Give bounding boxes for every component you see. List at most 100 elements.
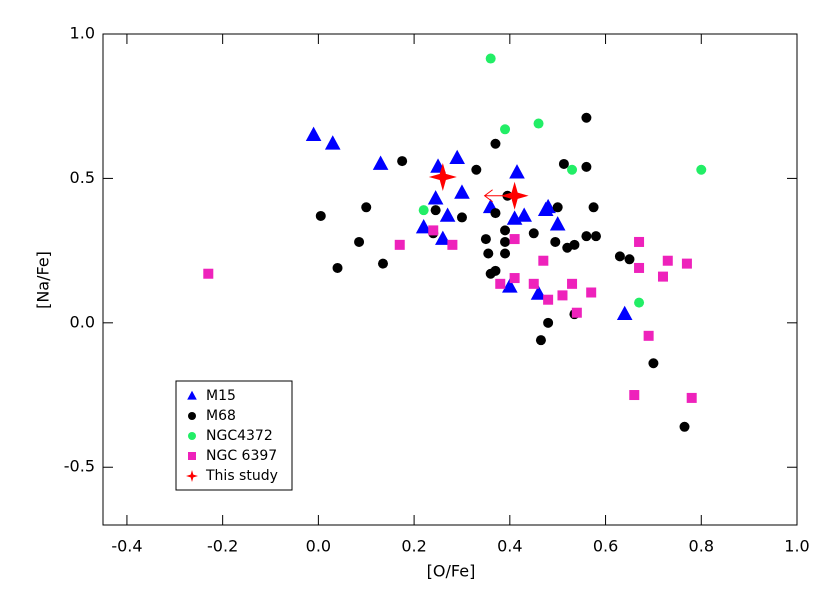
triangle-marker xyxy=(506,210,523,225)
circle-marker xyxy=(500,124,511,135)
square-marker xyxy=(188,452,196,460)
square-marker xyxy=(528,278,539,289)
square-marker xyxy=(543,294,554,305)
circle-marker xyxy=(500,236,511,247)
circle-marker xyxy=(480,234,491,245)
triangle-marker xyxy=(439,207,456,222)
circle-marker xyxy=(377,258,388,269)
circle-marker xyxy=(490,265,501,276)
square-marker xyxy=(203,268,214,279)
square-marker xyxy=(662,255,673,266)
circle-marker xyxy=(588,202,599,213)
circle-marker xyxy=(483,248,494,259)
circle-marker xyxy=(558,158,569,169)
circle-marker xyxy=(500,248,511,259)
x-tick-label: -0.2 xyxy=(207,537,238,556)
circle-marker xyxy=(614,251,625,262)
square-marker xyxy=(394,239,405,250)
circle-marker xyxy=(528,228,539,239)
triangle-marker xyxy=(540,198,556,214)
legend-label: NGC 6397 xyxy=(206,448,277,464)
square-marker xyxy=(629,390,640,401)
circle-marker xyxy=(332,262,343,273)
square-marker xyxy=(657,271,668,282)
square-marker xyxy=(495,278,506,289)
x-tick-label: 1.0 xyxy=(784,537,809,556)
circle-marker xyxy=(562,242,573,253)
triangle-marker xyxy=(509,164,525,179)
square-marker xyxy=(634,262,645,273)
x-tick-label: 0.6 xyxy=(593,537,618,556)
triangle-marker xyxy=(372,155,389,170)
y-axis-label: [Na/Fe] xyxy=(34,251,53,309)
circle-marker xyxy=(634,297,645,308)
square-marker xyxy=(681,258,692,269)
y-tick-label: 0.5 xyxy=(70,168,95,187)
circle-marker xyxy=(418,205,429,216)
square-marker xyxy=(571,307,582,318)
triangle-marker xyxy=(305,126,322,141)
y-tick-label: 1.0 xyxy=(70,24,95,43)
circle-marker xyxy=(500,225,511,236)
circle-marker xyxy=(648,358,659,369)
square-marker xyxy=(686,392,697,403)
circle-marker xyxy=(581,161,592,172)
square-marker xyxy=(447,239,458,250)
square-marker xyxy=(567,278,578,289)
triangle-marker xyxy=(530,285,547,300)
circle-marker xyxy=(679,421,690,432)
circle-marker xyxy=(490,138,501,149)
star-marker xyxy=(186,470,198,482)
triangle-marker xyxy=(435,230,451,245)
star-marker xyxy=(428,162,457,191)
legend-label: M68 xyxy=(206,408,236,424)
circle-marker xyxy=(624,254,635,265)
triangle-marker xyxy=(549,216,566,231)
square-marker xyxy=(509,273,520,284)
circle-marker xyxy=(535,335,546,346)
circle-marker xyxy=(581,112,592,123)
triangle-marker xyxy=(502,278,518,293)
circle-marker xyxy=(490,208,501,219)
circle-marker xyxy=(581,231,592,242)
square-marker xyxy=(509,234,520,245)
triangle-marker xyxy=(187,390,197,400)
circle-marker xyxy=(590,231,601,242)
plot-frame xyxy=(102,33,798,526)
x-axis-label: [O/Fe] xyxy=(427,562,476,581)
triangle-marker xyxy=(516,207,532,222)
circle-marker xyxy=(188,432,196,440)
x-tick-label: 0.8 xyxy=(689,537,714,556)
circle-marker xyxy=(552,202,563,213)
triangle-marker xyxy=(427,190,444,205)
legend-label: M15 xyxy=(206,388,236,404)
x-tick-label: -0.4 xyxy=(111,537,142,556)
triangle-marker xyxy=(415,219,432,234)
triangle-marker xyxy=(616,305,633,321)
y-tick-label: -0.5 xyxy=(64,457,95,476)
circle-marker xyxy=(543,317,554,328)
square-marker xyxy=(634,236,645,247)
circle-marker xyxy=(471,164,482,175)
legend-label: NGC4372 xyxy=(206,428,273,444)
square-marker xyxy=(557,290,568,301)
circle-marker xyxy=(397,156,408,167)
circle-marker xyxy=(430,205,441,216)
square-marker xyxy=(428,225,439,236)
circle-marker xyxy=(485,53,496,64)
triangle-marker xyxy=(454,184,470,199)
circle-marker xyxy=(361,202,372,213)
x-tick-label: 0.4 xyxy=(497,537,522,556)
x-tick-label: 0.0 xyxy=(306,537,331,556)
circle-marker xyxy=(315,210,326,221)
circle-marker xyxy=(696,164,707,175)
circle-marker xyxy=(567,164,578,175)
legend-label: This study xyxy=(205,468,278,484)
y-tick-label: 0.0 xyxy=(70,312,95,331)
square-marker xyxy=(538,255,549,266)
square-marker xyxy=(586,287,597,298)
star-marker xyxy=(500,181,529,210)
triangle-marker xyxy=(449,149,465,165)
circle-marker xyxy=(533,118,544,129)
